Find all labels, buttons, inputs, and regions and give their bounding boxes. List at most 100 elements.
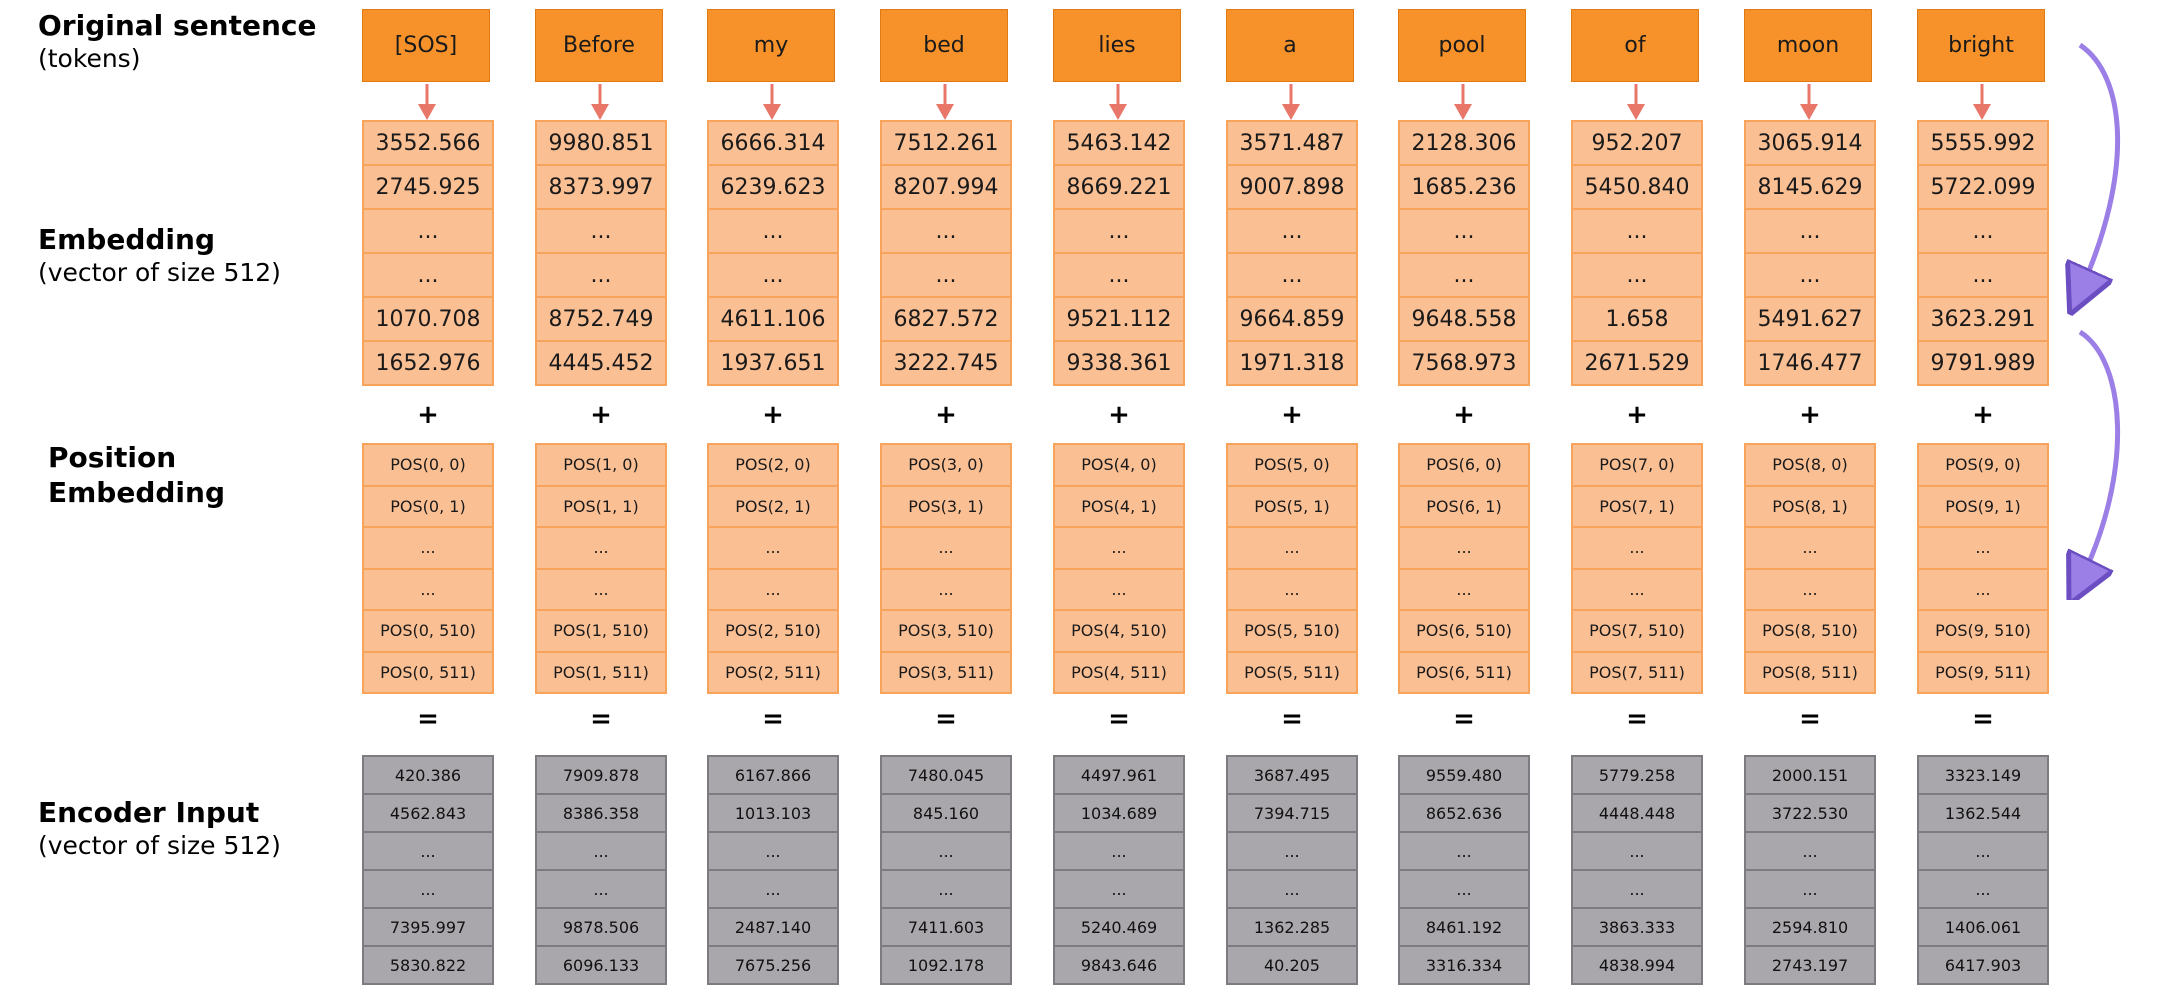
embedding-vector-cell: 3623.291 (1917, 296, 2049, 342)
position-embedding-vector-cell: POS(2, 510) (707, 609, 839, 653)
token-column: of 952.207 5450.840...... 1.658 2671.529 + POS… (1571, 0, 1705, 986)
encoder-input-vector: 7480.045 845.160...... 7411.603 1092.178 (880, 755, 1012, 985)
position-embedding-vector-cell: POS(9, 511) (1917, 650, 2049, 694)
curved-arrow-icon (2080, 329, 2121, 582)
encoder-input-vector-cell: ... (1053, 831, 1185, 871)
embedding-vector-cell: ... (1053, 208, 1185, 254)
equals-operator: = (762, 704, 784, 734)
encoder-input-vector-cell: 6417.903 (1917, 945, 2049, 985)
equals-operator: = (590, 704, 612, 734)
embedding-vector-cell: 6239.623 (707, 164, 839, 210)
position-embedding-vector-cell: ... (1917, 526, 2049, 570)
position-embedding-vector-cell: ... (1226, 567, 1358, 611)
position-embedding-vector-cell: POS(4, 1) (1053, 484, 1185, 528)
encoder-input-vector-cell: 5830.822 (362, 945, 494, 985)
position-embedding-vector-cell: ... (1917, 567, 2049, 611)
embedding-vector-cell: 6827.572 (880, 296, 1012, 342)
position-embedding-vector-cell: ... (1398, 567, 1530, 611)
position-embedding-vector: POS(8, 0) POS(8, 1)...... POS(8, 510) POS(8… (1744, 443, 1876, 694)
position-embedding-vector-cell: POS(9, 510) (1917, 609, 2049, 653)
position-embedding-vector-cell: POS(5, 510) (1226, 609, 1358, 653)
position-embedding-vector-cell: POS(4, 0) (1053, 443, 1185, 487)
embedding-vector-cell: 3222.745 (880, 340, 1012, 386)
encoder-input-vector: 4497.961 1034.689...... 5240.469 9843.646 (1053, 755, 1185, 985)
position-embedding-vector-cell: POS(6, 511) (1398, 650, 1530, 694)
encoder-input-vector-cell: 9843.646 (1053, 945, 1185, 985)
position-embedding-vector: POS(2, 0) POS(2, 1)...... POS(2, 510) POS(2… (707, 443, 839, 694)
token-column: pool 2128.306 1685.236...... 9648.558 7568.9… (1398, 0, 1532, 986)
position-embedding-vector-cell: POS(1, 510) (535, 609, 667, 653)
encoder-input-vector: 2000.151 3722.530...... 2594.810 2743.197 (1744, 755, 1876, 985)
embedding-vector: 2128.306 1685.236...... 9648.558 7568.973 (1398, 120, 1530, 386)
embedding-vector-cell: ... (1744, 208, 1876, 254)
position-embedding-vector-cell: POS(4, 510) (1053, 609, 1185, 653)
embedding-vector-cell: ... (1571, 208, 1703, 254)
encoder-input-vector-cell: 3722.530 (1744, 793, 1876, 833)
position-embedding-vector-cell: POS(1, 0) (535, 443, 667, 487)
plus-operator: + (1108, 400, 1130, 430)
encoder-input-vector-cell: ... (1917, 869, 2049, 909)
embedding-vector-cell: 2671.529 (1571, 340, 1703, 386)
position-embedding-vector-cell: ... (1744, 567, 1876, 611)
encoder-input-vector-cell: ... (1744, 831, 1876, 871)
dimension-curves (2060, 42, 2121, 600)
position-embedding-vector-cell: POS(8, 511) (1744, 650, 1876, 694)
embedding-vector-cell: 9664.859 (1226, 296, 1358, 342)
encoder-input-vector-cell: 6167.866 (707, 755, 839, 795)
embedding-vector-cell: 9007.898 (1226, 164, 1358, 210)
original-sentence-label: Original sentence (tokens) (38, 8, 317, 74)
equals-operator: = (1972, 704, 1994, 734)
encoder-input-vector-cell: 9559.480 (1398, 755, 1530, 795)
embedding-vector-cell: ... (362, 208, 494, 254)
embedding-vector-cell: ... (1053, 252, 1185, 298)
position-embedding-vector-cell: POS(0, 1) (362, 484, 494, 528)
equals-operator: = (1108, 704, 1130, 734)
position-embedding-vector-cell: ... (1053, 526, 1185, 570)
encoder-input-vector-cell: 5240.469 (1053, 907, 1185, 947)
encoder-input-vector-cell: ... (880, 831, 1012, 871)
position-embedding-vector-cell: POS(2, 511) (707, 650, 839, 694)
encoder-input-title: Encoder Input (38, 796, 260, 829)
embedding-vector-cell: 7568.973 (1398, 340, 1530, 386)
encoder-input-vector-cell: 3687.495 (1226, 755, 1358, 795)
position-embedding-vector-cell: POS(6, 510) (1398, 609, 1530, 653)
embedding-vector-cell: 8373.997 (535, 164, 667, 210)
position-embedding-vector-cell: POS(5, 0) (1226, 443, 1358, 487)
position-embedding-vector: POS(7, 0) POS(7, 1)...... POS(7, 510) POS(7… (1571, 443, 1703, 694)
embedding-vector-cell: 1652.976 (362, 340, 494, 386)
position-embedding-vector-cell: POS(8, 1) (1744, 484, 1876, 528)
encoder-input-vector-cell: ... (535, 869, 667, 909)
encoder-input-vector-cell: 7909.878 (535, 755, 667, 795)
embedding-vector-cell: ... (1571, 252, 1703, 298)
encoder-input-vector-cell: 9878.506 (535, 907, 667, 947)
position-embedding-vector-cell: POS(7, 511) (1571, 650, 1703, 694)
encoder-input-vector-cell: 4562.843 (362, 793, 494, 833)
encoder-input-vector-cell: 4497.961 (1053, 755, 1185, 795)
position-embedding-vector-cell: POS(2, 1) (707, 484, 839, 528)
encoder-input-vector-cell: 1362.544 (1917, 793, 2049, 833)
embedding-vector-cell: 5491.627 (1744, 296, 1876, 342)
embedding-vector-cell: 3552.566 (362, 120, 494, 166)
position-embedding-vector-cell: ... (1571, 526, 1703, 570)
position-embedding-vector-cell: ... (362, 567, 494, 611)
down-arrow-icon (1454, 84, 1472, 120)
embedding-vector-cell: 9980.851 (535, 120, 667, 166)
encoder-input-vector-cell: 2000.151 (1744, 755, 1876, 795)
encoder-input-vector-cell: 3323.149 (1917, 755, 2049, 795)
encoder-input-vector-cell: ... (1398, 831, 1530, 871)
embedding-vector-cell: 2745.925 (362, 164, 494, 210)
encoder-input-vector: 5779.258 4448.448...... 3863.333 4838.994 (1571, 755, 1703, 985)
position-embedding-vector-cell: POS(5, 511) (1226, 650, 1358, 694)
embedding-vector-cell: 3571.487 (1226, 120, 1358, 166)
embedding-vector-cell: 1937.651 (707, 340, 839, 386)
encoder-input-vector-cell: ... (707, 869, 839, 909)
position-embedding-title-line2: Embedding (48, 476, 225, 509)
embedding-vector-cell: ... (880, 208, 1012, 254)
encoder-input-vector-cell: 2743.197 (1744, 945, 1876, 985)
encoder-input-vector-cell: ... (1571, 831, 1703, 871)
position-embedding-vector: POS(4, 0) POS(4, 1)...... POS(4, 510) POS(4… (1053, 443, 1185, 694)
token-box: [SOS] (362, 9, 490, 82)
encoder-input-vector-cell: 7411.603 (880, 907, 1012, 947)
position-embedding-vector-cell: ... (535, 567, 667, 611)
position-embedding-vector-cell: ... (707, 526, 839, 570)
